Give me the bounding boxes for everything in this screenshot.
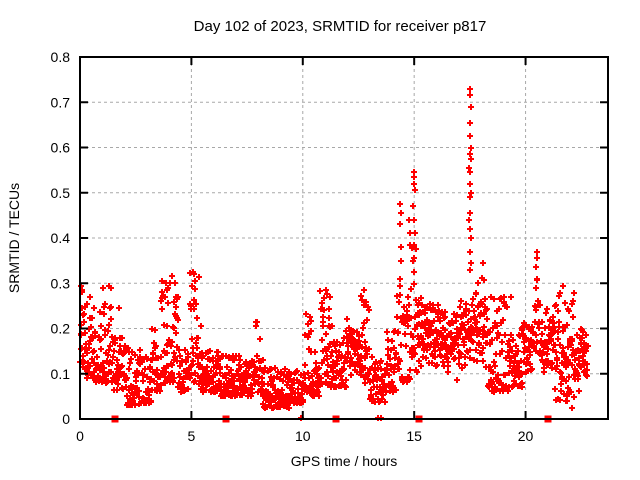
x-tick-label: 5 [187, 428, 195, 444]
x-tick-label: 15 [406, 428, 422, 444]
x-tick-label: 10 [295, 428, 311, 444]
y-tick-label: 0.3 [51, 275, 71, 291]
x-tick-label: 20 [518, 428, 534, 444]
x-axis-label: GPS time / hours [291, 453, 398, 469]
axes-and-ticks [79, 56, 609, 420]
y-tick-label: 0.8 [51, 49, 71, 65]
y-tick-label: 0.4 [51, 230, 71, 246]
x-tick-label: 0 [76, 428, 84, 444]
y-tick-label: 0.2 [51, 321, 71, 337]
y-tick-label: 0 [62, 411, 70, 427]
y-tick-label: 0.7 [51, 94, 71, 110]
y-tick-label: 0.5 [51, 185, 71, 201]
y-tick-label: 0.1 [51, 366, 71, 382]
chart-title: Day 102 of 2023, SRMTID for receiver p81… [194, 18, 487, 35]
y-tick-label: 0.6 [51, 140, 71, 156]
tick-labels: 0 5 10 15 20 0 0.1 0.2 0.3 0.4 0.5 0.6 0.7 0.8 [51, 49, 534, 444]
y-axis-label: SRMTID / TECUs [6, 183, 22, 293]
